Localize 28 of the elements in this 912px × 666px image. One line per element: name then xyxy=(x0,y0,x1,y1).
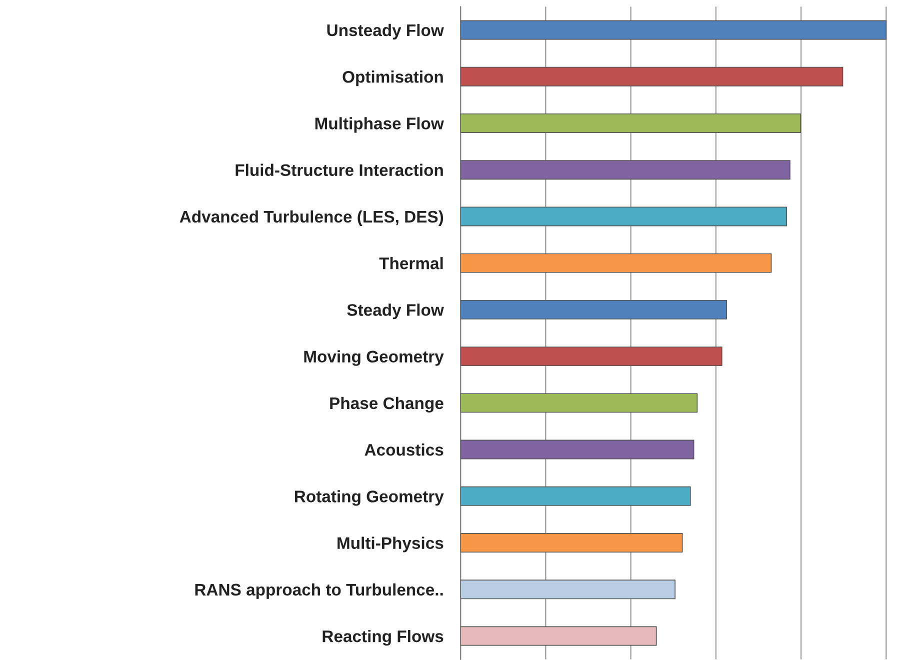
bar xyxy=(460,20,887,40)
y-tick-label: Phase Change xyxy=(330,396,444,412)
y-tick-label: Multiphase Flow xyxy=(315,117,444,133)
bar xyxy=(460,206,787,226)
bar xyxy=(460,626,657,646)
y-tick-label: Unsteady Flow xyxy=(327,24,444,40)
y-tick-label: RANS approach to Turbulence.. xyxy=(195,583,443,599)
bar xyxy=(460,113,802,133)
bar xyxy=(460,580,676,600)
bar xyxy=(460,440,694,460)
bar xyxy=(460,346,722,366)
bar xyxy=(460,253,772,273)
y-tick-label: Fluid-Structure Interaction xyxy=(236,164,443,176)
y-tick-label: Moving Geometry xyxy=(304,350,444,366)
y-tick-label: Acoustics xyxy=(364,444,444,456)
y-tick-label: Advanced Turbulence (LES, DES) xyxy=(180,210,444,226)
y-tick-label: Steady Flow xyxy=(347,304,444,320)
bar xyxy=(460,66,844,86)
bar xyxy=(460,393,698,413)
y-tick-label: Reacting Flows xyxy=(322,630,444,646)
bar xyxy=(460,160,790,180)
y-tick-label: Thermal xyxy=(379,257,443,270)
y-tick-label: Multi-Physics xyxy=(338,536,444,552)
bar xyxy=(460,300,727,320)
y-tick-label: Rotating Geometry xyxy=(295,490,444,506)
bar xyxy=(460,533,683,553)
y-tick-label: Optimisation xyxy=(342,70,443,86)
bar xyxy=(460,486,691,506)
